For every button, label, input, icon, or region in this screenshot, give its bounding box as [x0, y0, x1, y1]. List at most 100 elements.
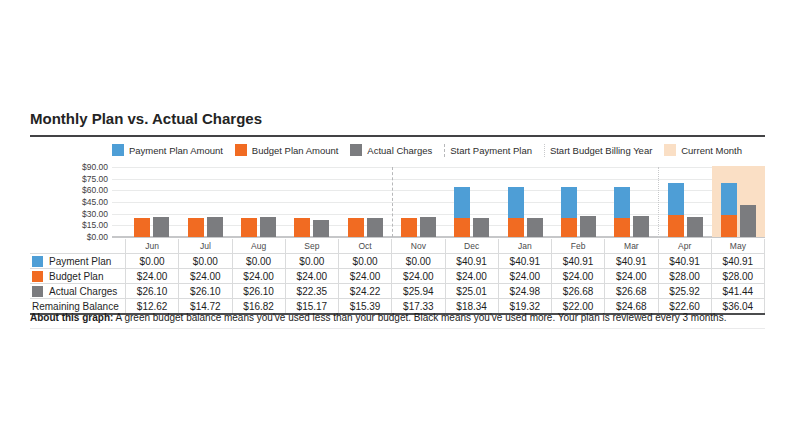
bar-actual-charges-may[interactable]: [740, 205, 756, 237]
x-axis-month-labels: JunJulAugSepOctNovDecJanFebMarAprMay: [125, 239, 765, 253]
cell-budget-plan-oct: $24.00: [338, 269, 391, 283]
legend-item-start-budget-billing-year: Start Budget Billing Year: [544, 144, 652, 157]
cell-budget-plan-sep: $24.00: [285, 269, 338, 283]
cell-remaining-balance-apr: $22.60: [658, 299, 711, 313]
bar-payment-plan-mar[interactable]: [614, 187, 630, 219]
month-label-sep: Sep: [285, 239, 338, 253]
bar-actual-charges-apr[interactable]: [687, 217, 703, 237]
cell-remaining-balance-sep: $15.17: [285, 299, 338, 313]
y-axis-tick-label: $90.00: [40, 162, 108, 172]
row-label-text: Remaining Balance: [32, 301, 119, 312]
y-axis-tick-label: $30.00: [40, 209, 108, 219]
cell-budget-plan-mar: $24.00: [604, 269, 657, 283]
payment-plan-swatch-icon: [32, 256, 43, 267]
cell-remaining-balance-aug: $16.82: [232, 299, 285, 313]
bar-actual-charges-jan[interactable]: [527, 218, 543, 237]
y-axis-tick-label: $45.00: [40, 197, 108, 207]
about-note-label: About this graph:: [30, 312, 113, 323]
cell-actual-charges-jun: $26.10: [125, 284, 178, 298]
month-label-feb: Feb: [551, 239, 604, 253]
cell-remaining-balance-jul: $14.72: [178, 299, 231, 313]
bar-budget-plan-feb[interactable]: [561, 218, 577, 237]
cell-payment-plan-apr: $40.91: [658, 254, 711, 268]
about-this-graph-note: About this graph: A green budget balance…: [30, 312, 765, 323]
cell-actual-charges-mar: $26.68: [604, 284, 657, 298]
budget-plan-amount-swatch-icon: [235, 144, 247, 156]
row-label-text: Payment Plan: [49, 256, 111, 267]
cell-budget-plan-jul: $24.00: [178, 269, 231, 283]
budget-plan-swatch-icon: [32, 271, 43, 282]
about-note-text: A green budget balance means you've used…: [113, 312, 726, 323]
bar-budget-plan-jun[interactable]: [134, 218, 150, 237]
payment-plan-amount-swatch-icon: [112, 144, 124, 156]
cell-actual-charges-sep: $22.35: [285, 284, 338, 298]
bar-actual-charges-dec[interactable]: [473, 218, 489, 237]
bar-budget-plan-mar[interactable]: [614, 218, 630, 237]
legend-label: Actual Charges: [367, 145, 432, 156]
actual-charges-swatch-icon: [32, 286, 43, 297]
bar-actual-charges-jul[interactable]: [207, 217, 223, 237]
chart-legend: Payment Plan Amount Budget Plan Amount Act…: [112, 143, 742, 157]
start-budget-billing-year-line-icon: [544, 144, 545, 157]
month-label-apr: Apr: [658, 239, 711, 253]
cell-payment-plan-dec: $40.91: [445, 254, 498, 268]
cell-budget-plan-may: $28.00: [711, 269, 765, 283]
month-label-jul: Jul: [178, 239, 231, 253]
cell-actual-charges-oct: $24.22: [338, 284, 391, 298]
table-row-payment-plan: Payment Plan$0.00$0.00$0.00$0.00$0.00$0.…: [30, 253, 765, 268]
cell-budget-plan-aug: $24.00: [232, 269, 285, 283]
start-payment-plan-marker-line: [392, 167, 393, 237]
bar-payment-plan-jan[interactable]: [508, 187, 524, 219]
start-payment-plan-line-icon: [444, 144, 445, 157]
bar-actual-charges-mar[interactable]: [633, 216, 649, 237]
bar-payment-plan-feb[interactable]: [561, 187, 577, 219]
bar-budget-plan-oct[interactable]: [348, 218, 364, 237]
bar-actual-charges-nov[interactable]: [420, 217, 436, 237]
bar-actual-charges-sep[interactable]: [313, 220, 329, 237]
row-label-payment-plan: Payment Plan: [30, 254, 125, 268]
bar-budget-plan-aug[interactable]: [241, 218, 257, 237]
bar-actual-charges-feb[interactable]: [580, 216, 596, 237]
cell-budget-plan-jun: $24.00: [125, 269, 178, 283]
cell-budget-plan-apr: $28.00: [658, 269, 711, 283]
month-label-mar: Mar: [604, 239, 657, 253]
legend-label: Start Budget Billing Year: [550, 145, 652, 156]
cell-actual-charges-may: $41.44: [711, 284, 765, 298]
cell-payment-plan-jan: $40.91: [498, 254, 551, 268]
y-axis-tick-label: $60.00: [40, 185, 108, 195]
title-divider: [30, 135, 765, 137]
bar-budget-plan-nov[interactable]: [401, 218, 417, 237]
cell-actual-charges-feb: $26.68: [551, 284, 604, 298]
legend-item-payment-plan-amount: Payment Plan Amount: [112, 144, 223, 156]
cell-payment-plan-feb: $40.91: [551, 254, 604, 268]
table-row-remaining-balance: Remaining Balance$12.62$14.72$16.82$15.1…: [30, 298, 765, 313]
legend-item-current-month: Current Month: [664, 144, 742, 156]
legend-item-budget-plan-amount: Budget Plan Amount: [235, 144, 339, 156]
cell-payment-plan-nov: $0.00: [391, 254, 444, 268]
row-label-budget-plan: Budget Plan: [30, 269, 125, 283]
cell-remaining-balance-mar: $24.68: [604, 299, 657, 313]
bar-budget-plan-apr[interactable]: [668, 215, 684, 237]
bar-payment-plan-dec[interactable]: [454, 187, 470, 219]
cell-budget-plan-nov: $24.00: [391, 269, 444, 283]
month-label-oct: Oct: [338, 239, 391, 253]
bar-budget-plan-jul[interactable]: [188, 218, 204, 237]
bar-budget-plan-sep[interactable]: [294, 218, 310, 237]
y-axis-tick-label: $0.00: [40, 232, 108, 242]
cell-remaining-balance-jan: $19.32: [498, 299, 551, 313]
bar-actual-charges-jun[interactable]: [153, 217, 169, 237]
bar-budget-plan-dec[interactable]: [454, 218, 470, 237]
bar-payment-plan-may[interactable]: [721, 183, 737, 215]
start-budget-billing-year-marker-line: [658, 167, 659, 237]
monthly-values-table: Payment Plan$0.00$0.00$0.00$0.00$0.00$0.…: [30, 253, 765, 315]
bar-payment-plan-apr[interactable]: [668, 183, 684, 215]
legend-label: Start Payment Plan: [450, 145, 532, 156]
bar-budget-plan-may[interactable]: [721, 215, 737, 237]
monthly-plan-vs-actual-charges-panel: Monthly Plan vs. Actual Charges Payment …: [0, 0, 790, 440]
month-label-jun: Jun: [125, 239, 178, 253]
actual-charges-swatch-icon: [350, 144, 362, 156]
bar-actual-charges-aug[interactable]: [260, 217, 276, 237]
cell-payment-plan-oct: $0.00: [338, 254, 391, 268]
bar-budget-plan-jan[interactable]: [508, 218, 524, 237]
bar-actual-charges-oct[interactable]: [367, 218, 383, 237]
